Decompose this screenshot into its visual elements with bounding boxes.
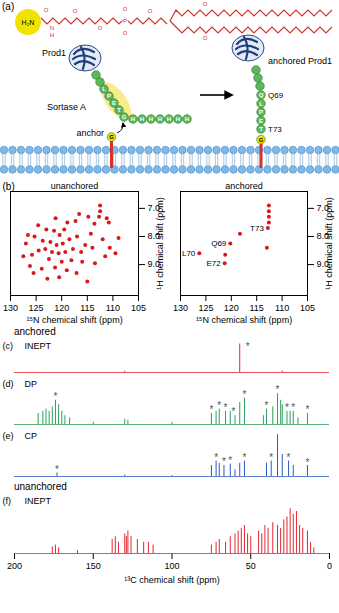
svg-text:H: H (167, 116, 171, 122)
svg-text:Sortase A: Sortase A (47, 102, 86, 112)
svg-text:G: G (122, 114, 127, 120)
svg-text:O: O (148, 8, 153, 14)
svg-text:*: * (246, 341, 250, 352)
svg-text:105: 105 (131, 303, 146, 313)
svg-text:G: G (259, 137, 264, 143)
svg-text:O: O (98, 25, 103, 31)
svg-text:*: * (291, 402, 295, 413)
svg-text:*: * (217, 400, 221, 411)
svg-text:unanchored: unanchored (51, 181, 99, 191)
svg-text:T: T (117, 107, 121, 113)
svg-text:150: 150 (86, 561, 101, 571)
svg-text:200: 200 (7, 561, 22, 571)
svg-text:130: 130 (3, 303, 18, 313)
svg-text:130: 130 (173, 303, 188, 313)
svg-text:105: 105 (300, 303, 315, 313)
svg-text:¹⁵N chemical shift (ppm): ¹⁵N chemical shift (ppm) (196, 315, 292, 325)
svg-text:O: O (203, 1, 208, 7)
svg-text:120: 120 (54, 303, 69, 313)
svg-text:*: * (287, 452, 291, 463)
svg-text:E: E (259, 118, 263, 124)
svg-text:T73: T73 (250, 224, 264, 233)
svg-text:*: * (285, 402, 289, 413)
svg-text:Q69: Q69 (268, 91, 284, 100)
svg-text:H: H (131, 116, 135, 122)
svg-text:anchor: anchor (76, 128, 104, 138)
svg-text:CP: CP (25, 431, 38, 441)
svg-text:O: O (123, 30, 128, 36)
svg-text:O: O (123, 6, 128, 12)
svg-text:H: H (50, 32, 54, 38)
svg-text:L70: L70 (182, 249, 196, 258)
svg-text:L: L (259, 101, 263, 107)
svg-text:E: E (112, 100, 116, 106)
svg-text:¹H chemical shift (ppm): ¹H chemical shift (ppm) (324, 197, 334, 290)
html-text:unanchored: unanchored (14, 481, 67, 492)
svg-text:¹H chemical shift (ppm): ¹H chemical shift (ppm) (155, 197, 165, 290)
svg-text:anchored Prod1: anchored Prod1 (268, 56, 332, 66)
svg-text:100: 100 (164, 561, 179, 571)
svg-text:O: O (203, 35, 208, 41)
svg-text:H₂N: H₂N (22, 19, 35, 26)
svg-text:(d): (d) (3, 379, 14, 389)
svg-text:H: H (176, 116, 180, 122)
svg-text:O: O (73, 8, 78, 14)
svg-text:*: * (231, 406, 235, 417)
svg-text:120: 120 (224, 303, 239, 313)
svg-text:(a): (a) (2, 1, 14, 12)
svg-text:anchored: anchored (225, 181, 263, 191)
svg-text:¹⁵N chemical shift (ppm): ¹⁵N chemical shift (ppm) (26, 315, 122, 325)
svg-text:¹³C chemical shift (ppm): ¹³C chemical shift (ppm) (124, 575, 220, 585)
svg-text:*: * (265, 400, 269, 411)
svg-text:H: H (185, 116, 189, 122)
svg-text:*: * (228, 455, 232, 466)
svg-text:125: 125 (29, 303, 44, 313)
svg-text:*: * (224, 402, 228, 413)
svg-text:(b): (b) (3, 181, 15, 192)
svg-text:115: 115 (250, 303, 264, 313)
svg-text:*: * (214, 452, 218, 463)
svg-text:*: * (209, 404, 213, 415)
svg-text:*: * (53, 391, 57, 402)
svg-text:Q: Q (259, 92, 264, 98)
svg-text:*: * (276, 384, 280, 395)
svg-text:Q69: Q69 (211, 239, 227, 248)
svg-text:T73: T73 (268, 125, 282, 134)
svg-text:H: H (158, 116, 162, 122)
svg-text:(e): (e) (3, 431, 14, 441)
svg-text:*: * (269, 452, 273, 463)
svg-text:N: N (50, 25, 54, 31)
svg-text:*: * (305, 457, 309, 468)
svg-text:E72: E72 (206, 259, 221, 268)
svg-text:50: 50 (246, 561, 256, 571)
svg-text:Prod1: Prod1 (42, 48, 66, 58)
svg-text:*: * (242, 452, 246, 463)
html-text:anchored: anchored (14, 326, 56, 337)
svg-text:P: P (107, 93, 111, 99)
svg-text:*: * (55, 464, 59, 475)
svg-text:INEPT: INEPT (25, 496, 52, 506)
svg-text:H: H (149, 116, 153, 122)
svg-text:H: H (140, 116, 144, 122)
svg-text:125: 125 (198, 303, 213, 313)
svg-text:*: * (305, 404, 309, 415)
svg-text:L: L (102, 86, 106, 92)
svg-text:DP: DP (25, 379, 38, 389)
svg-text:(c): (c) (3, 341, 14, 351)
svg-text:110: 110 (106, 303, 120, 313)
svg-text:INEPT: INEPT (25, 341, 52, 351)
svg-text:(f): (f) (3, 496, 12, 506)
svg-text:P: P (259, 109, 263, 115)
svg-text:110: 110 (275, 303, 289, 313)
svg-text:0: 0 (327, 561, 332, 571)
svg-text:115: 115 (80, 303, 94, 313)
svg-text:G: G (109, 134, 114, 140)
svg-text:*: * (222, 456, 226, 467)
svg-text:*: * (242, 389, 246, 400)
svg-text:P: P (123, 18, 127, 24)
svg-text:T: T (259, 126, 263, 132)
svg-text:O: O (44, 7, 49, 13)
